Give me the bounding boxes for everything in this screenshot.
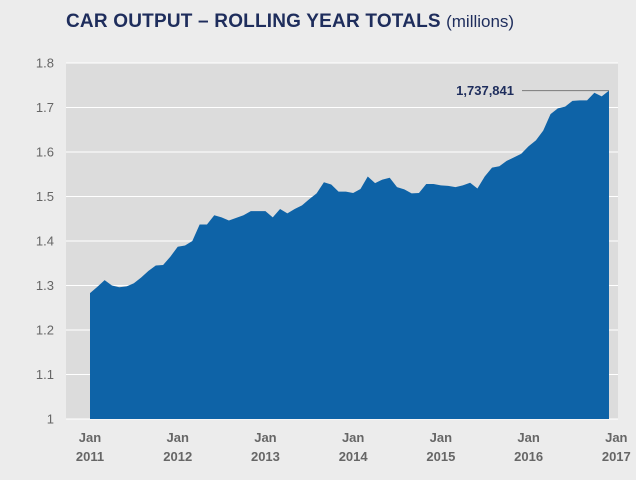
car-output-area [90,90,609,419]
y-tick-label: 1.7 [36,100,54,115]
x-tick-month: Jan [254,430,276,445]
x-tick-month: Jan [79,430,101,445]
chart-unit: (millions) [446,12,515,31]
y-tick-label: 1.4 [36,234,54,249]
annotation: 1,737,841 [456,83,609,98]
y-tick-label: 1.6 [36,145,54,160]
x-tick-year: 2016 [514,449,543,464]
chart-title-text: CAR OUTPUT – ROLLING YEAR TOTALS [66,11,441,32]
x-tick-year: 2017 [602,449,631,464]
x-tick-year: 2013 [251,449,280,464]
annotation-label: 1,737,841 [456,83,514,98]
x-tick-month: Jan [167,430,189,445]
x-tick-month: Jan [342,430,364,445]
x-tick-year: 2014 [339,449,369,464]
x-tick-year: 2015 [426,449,455,464]
y-tick-label: 1.8 [36,56,54,71]
y-tick-label: 1.2 [36,323,54,338]
x-tick-month: Jan [517,430,539,445]
y-axis: 1 1.1 1.2 1.3 1.4 1.5 1.6 1.7 1.8 [36,56,54,427]
x-tick-year: 2012 [163,449,192,464]
chart-title: CAR OUTPUT – ROLLING YEAR TOTALS (millio… [66,11,514,33]
y-tick-label: 1.1 [36,367,54,382]
x-tick-month: Jan [430,430,452,445]
y-tick-label: 1 [47,412,54,427]
y-tick-label: 1.5 [36,189,54,204]
x-tick-year: 2011 [76,449,104,464]
x-axis: Jan 2011 Jan 2012 Jan 2013 Jan 2014 Jan 2015 Jan 20… [76,430,631,464]
x-tick-month: Jan [605,430,627,445]
y-tick-label: 1.3 [36,278,54,293]
